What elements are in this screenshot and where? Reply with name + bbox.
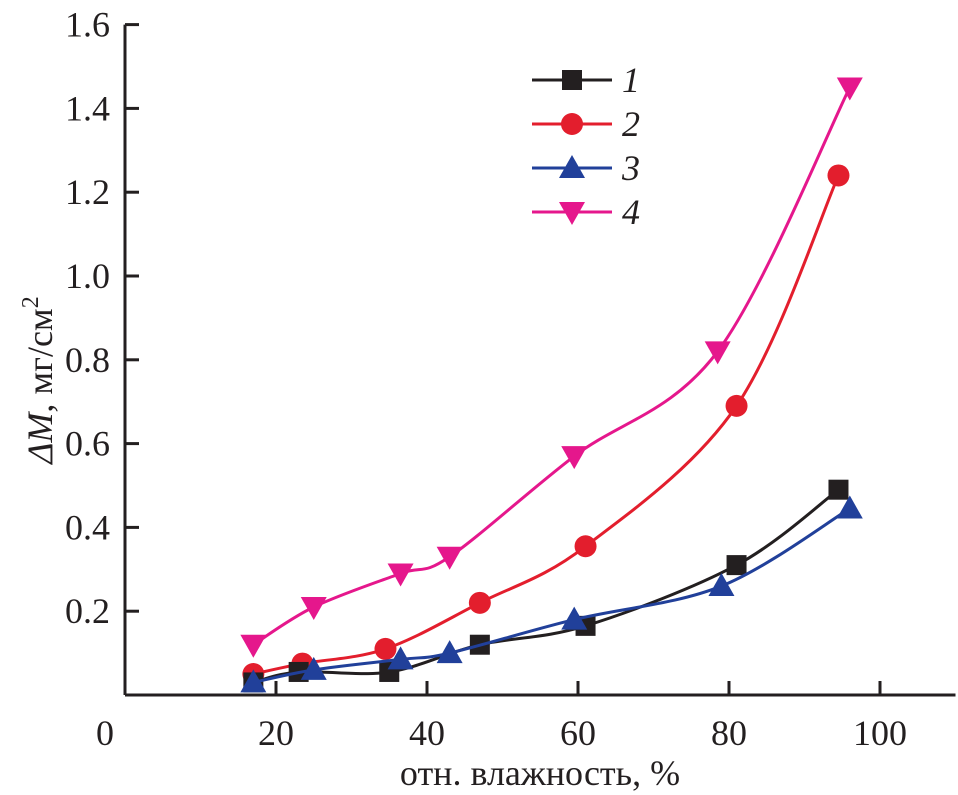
series-line <box>252 488 840 684</box>
legend-entry-3: 3 <box>532 148 640 188</box>
data-point <box>726 555 747 576</box>
data-point <box>725 394 748 417</box>
x-tick-label: 0 <box>96 713 114 753</box>
series-2 <box>242 164 850 686</box>
data-point <box>828 479 849 500</box>
y-tick-label: 0.8 <box>65 340 110 380</box>
x-tick-label: 20 <box>258 713 294 753</box>
x-axis-label: отн. влажность, % <box>400 753 680 793</box>
data-point <box>374 637 397 660</box>
y-tick-label: 0.6 <box>65 424 110 464</box>
y-axis-label-unit: , мг/см <box>20 308 60 412</box>
y-tick-label: 0.2 <box>65 591 110 631</box>
data-point <box>300 656 327 680</box>
legend-marker <box>559 155 585 178</box>
data-point <box>300 597 327 621</box>
legend-entry-1: 1 <box>532 60 640 100</box>
x-tick-label: 80 <box>711 713 747 753</box>
legend-marker <box>561 113 583 135</box>
plot-area <box>240 77 863 693</box>
x-tick-label: 100 <box>853 713 907 753</box>
series-line <box>252 86 852 646</box>
legend-marker <box>562 70 582 90</box>
x-tick-label: 40 <box>409 713 445 753</box>
data-point <box>574 535 597 558</box>
x-tick-label: 60 <box>560 713 596 753</box>
data-point <box>836 77 863 101</box>
data-point <box>836 495 863 519</box>
data-point <box>827 164 850 187</box>
y-axis-label-sup: 2 <box>18 296 44 308</box>
legend-entry-2: 2 <box>532 104 640 144</box>
data-point <box>436 546 463 570</box>
y-tick-label: 0.4 <box>65 507 110 547</box>
series-line <box>253 174 840 676</box>
data-point <box>708 573 735 597</box>
data-point <box>387 563 414 587</box>
legend-label: 4 <box>622 192 640 232</box>
data-point <box>387 646 414 670</box>
series-3 <box>240 495 863 693</box>
legend-label: 1 <box>622 60 640 100</box>
data-point <box>436 640 463 664</box>
axes: 0 20 40 60 80 100 0.2 0.4 0.6 0.8 1.0 1.2 1.4 1.6 <box>65 5 956 753</box>
legend-label: 2 <box>622 104 640 144</box>
data-point <box>561 606 588 630</box>
y-axis-label-main: ΔM <box>20 411 60 466</box>
y-axis-label: ΔM, мг/см2 <box>18 296 60 465</box>
legend-label: 3 <box>621 148 640 188</box>
data-point <box>468 591 491 614</box>
legend-marker <box>559 202 585 225</box>
y-tick-label: 1.0 <box>65 256 110 296</box>
series-line <box>253 507 851 684</box>
data-point <box>561 446 588 470</box>
data-point <box>240 634 267 658</box>
legend-entry-4: 4 <box>532 192 640 232</box>
y-tick-label: 1.4 <box>65 88 110 128</box>
y-tick-label: 1.2 <box>65 172 110 212</box>
series-4 <box>240 77 863 658</box>
data-point <box>240 669 267 693</box>
data-point <box>704 341 731 365</box>
y-tick-label: 1.6 <box>65 5 110 45</box>
